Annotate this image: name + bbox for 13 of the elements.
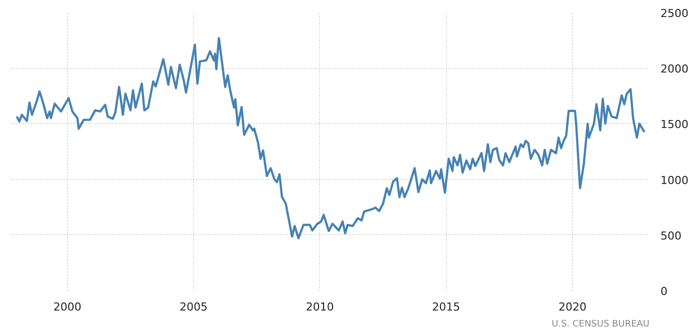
y-tick-label: 500 — [660, 229, 682, 242]
y-tick-label: 1500 — [660, 118, 688, 132]
y-tick-label: 2500 — [660, 7, 688, 20]
y-tick-label: 2000 — [660, 62, 688, 76]
x-tick-label: 2020 — [558, 300, 586, 314]
x-tick-label: 2005 — [180, 300, 208, 314]
y-tick-label: 0 — [660, 285, 668, 298]
x-tick-label: 2015 — [432, 300, 460, 314]
x-tick-label: 2000 — [53, 300, 82, 314]
y-tick-label: 1000 — [660, 174, 688, 187]
text: U.S. CENSUS BUREAU — [552, 320, 650, 330]
x-tick-label: 2010 — [306, 300, 334, 314]
line-series — [16, 36, 646, 240]
